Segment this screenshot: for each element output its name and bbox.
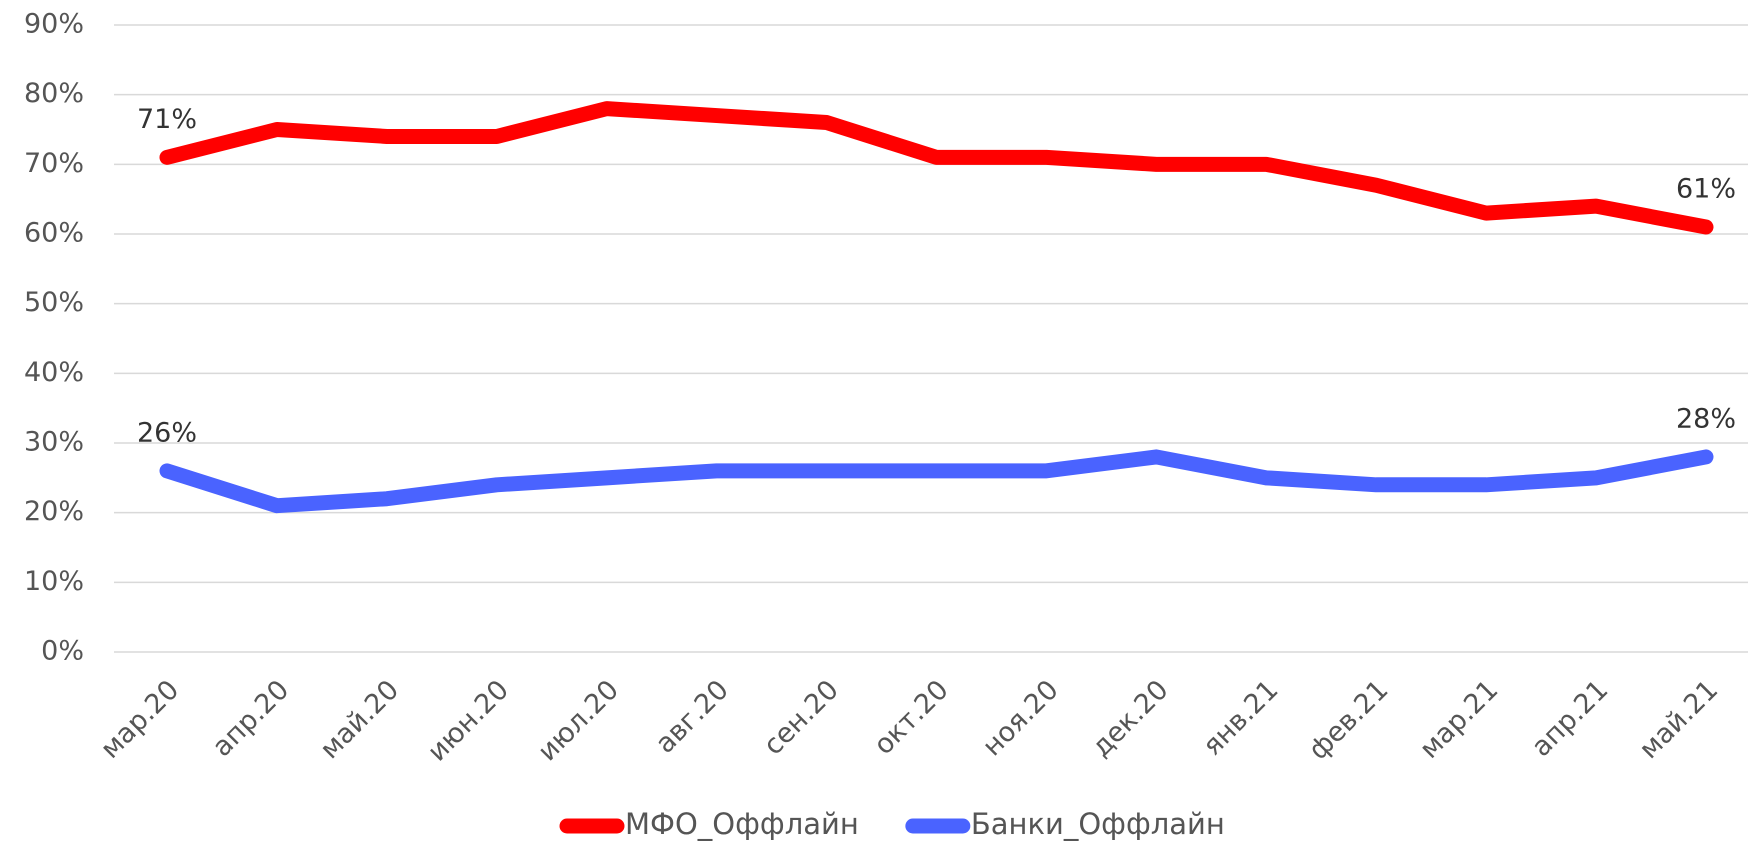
x-tick-label: янв.21 (1197, 674, 1285, 762)
x-tick-label: ноя.20 (977, 674, 1065, 762)
y-tick-label: 0% (41, 636, 84, 667)
data-label: 28% (1676, 403, 1736, 434)
y-tick-label: 30% (24, 427, 84, 458)
y-tick-label: 40% (24, 357, 84, 388)
y-tick-label: 70% (24, 148, 84, 179)
line (159, 449, 1714, 514)
x-tick-label: май.20 (314, 674, 405, 765)
x-tick-label: мар.20 (95, 674, 186, 765)
y-tick-label: 10% (24, 566, 84, 597)
y-tick-label: 50% (24, 287, 84, 318)
data-label: 71% (137, 104, 197, 135)
x-tick-label: май.21 (1633, 674, 1724, 765)
y-tick-label: 90% (24, 9, 84, 40)
x-tick-label: авг.20 (650, 674, 735, 759)
x-tick-label: фев.21 (1303, 674, 1395, 766)
y-tick-label: 60% (24, 218, 84, 249)
data-label: 26% (137, 417, 197, 448)
x-tick-label: дек.20 (1086, 674, 1175, 763)
legend-label: МФО_Оффлайн (625, 807, 859, 841)
legend-label: Банки_Оффлайн (971, 807, 1225, 841)
y-tick-label: 80% (24, 78, 84, 109)
x-tick-label: окт.20 (868, 674, 955, 761)
x-tick-label: апр.20 (207, 674, 296, 763)
x-tick-label: июл.20 (532, 674, 625, 767)
line (159, 101, 1714, 235)
x-tick-label: апр.21 (1526, 674, 1615, 763)
x-tick-label: мар.21 (1414, 674, 1505, 765)
y-tick-label: 20% (24, 496, 84, 527)
data-label: 61% (1676, 174, 1736, 205)
x-tick-label: июн.20 (422, 674, 515, 767)
x-tick-label: сен.20 (758, 674, 845, 761)
